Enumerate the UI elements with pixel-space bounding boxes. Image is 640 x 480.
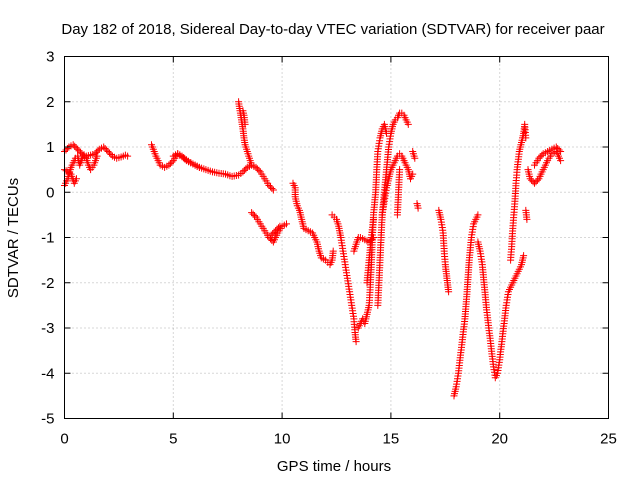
x-tick-label: 5 <box>169 431 177 448</box>
data-point <box>101 145 109 152</box>
data-point <box>370 215 377 223</box>
data-point <box>63 145 71 152</box>
data-point <box>195 163 203 171</box>
x-tick-label: 0 <box>60 431 68 448</box>
data-points <box>61 98 565 400</box>
x-tick-label: 15 <box>383 431 400 448</box>
data-point <box>248 209 256 217</box>
data-point <box>552 143 560 151</box>
data-point <box>74 145 82 153</box>
data-point <box>557 148 565 155</box>
y-axis-label: SDTVAR / TECUs <box>5 178 22 298</box>
x-tick-label: 20 <box>491 431 508 448</box>
data-point <box>522 134 530 142</box>
data-point <box>248 161 256 169</box>
grid-lines <box>64 56 609 419</box>
data-point <box>523 215 531 223</box>
data-point <box>252 163 260 171</box>
data-point <box>404 120 412 128</box>
y-tick-label: -3 <box>41 320 54 337</box>
data-point <box>107 151 115 158</box>
data-point <box>445 288 453 296</box>
x-tick-label: 10 <box>274 431 291 448</box>
y-tick-label: 0 <box>46 184 54 201</box>
data-point <box>71 142 79 150</box>
data-point <box>69 141 77 149</box>
data-point <box>73 175 80 183</box>
data-point <box>526 175 534 183</box>
y-tick-label: 1 <box>46 139 54 156</box>
data-point <box>411 154 419 162</box>
data-point <box>554 145 562 152</box>
y-tick-label: -1 <box>41 230 54 247</box>
data-point <box>409 170 417 178</box>
data-point <box>93 152 101 160</box>
y-tick-label: -2 <box>41 275 54 292</box>
data-point <box>275 224 282 232</box>
data-point <box>75 147 83 155</box>
x-tick-label: 25 <box>600 431 617 448</box>
data-point <box>532 178 540 186</box>
data-point <box>267 235 274 243</box>
data-point <box>269 230 277 238</box>
data-point <box>62 146 70 154</box>
data-point <box>106 149 113 157</box>
data-point <box>270 228 278 236</box>
data-point <box>267 231 275 239</box>
data-point <box>253 165 261 173</box>
data-point <box>538 151 546 159</box>
data-point <box>352 338 360 346</box>
data-point <box>251 212 258 220</box>
y-tick-label: 2 <box>46 94 54 111</box>
data-point <box>240 166 248 174</box>
data-point <box>255 166 263 174</box>
data-point <box>272 227 280 235</box>
data-point <box>241 120 249 128</box>
data-point <box>276 222 284 230</box>
data-point <box>242 165 250 173</box>
data-point <box>165 161 173 169</box>
y-tick-label: -4 <box>41 365 54 382</box>
data-point <box>531 179 538 187</box>
data-point <box>72 144 80 152</box>
data-point <box>533 176 541 184</box>
data-point <box>535 154 543 162</box>
data-point <box>267 183 274 191</box>
data-point <box>283 220 290 228</box>
x-axis-label: GPS time / hours <box>277 458 391 475</box>
data-point <box>520 252 528 260</box>
data-point <box>100 143 108 151</box>
data-point <box>269 186 277 194</box>
data-point <box>536 153 544 161</box>
data-point <box>103 146 111 154</box>
data-point <box>168 158 176 166</box>
data-point <box>94 147 102 155</box>
y-tick-label: 3 <box>46 49 54 66</box>
data-point <box>273 225 281 233</box>
data-point <box>414 204 422 212</box>
data-point <box>555 146 563 154</box>
data-point <box>268 185 276 192</box>
data-point <box>104 148 112 155</box>
data-point <box>239 168 247 176</box>
data-point <box>474 211 482 219</box>
data-point <box>396 166 404 174</box>
data-point <box>249 210 257 218</box>
data-point <box>329 247 337 255</box>
data-point <box>124 152 132 160</box>
data-point <box>557 157 565 165</box>
data-point <box>166 160 174 168</box>
data-point <box>77 148 84 156</box>
data-point <box>265 182 273 189</box>
data-point <box>92 148 100 156</box>
y-tick-label: -5 <box>41 411 54 428</box>
chart-title: Day 182 of 2018, Sidereal Day-to-day VTE… <box>61 21 604 38</box>
